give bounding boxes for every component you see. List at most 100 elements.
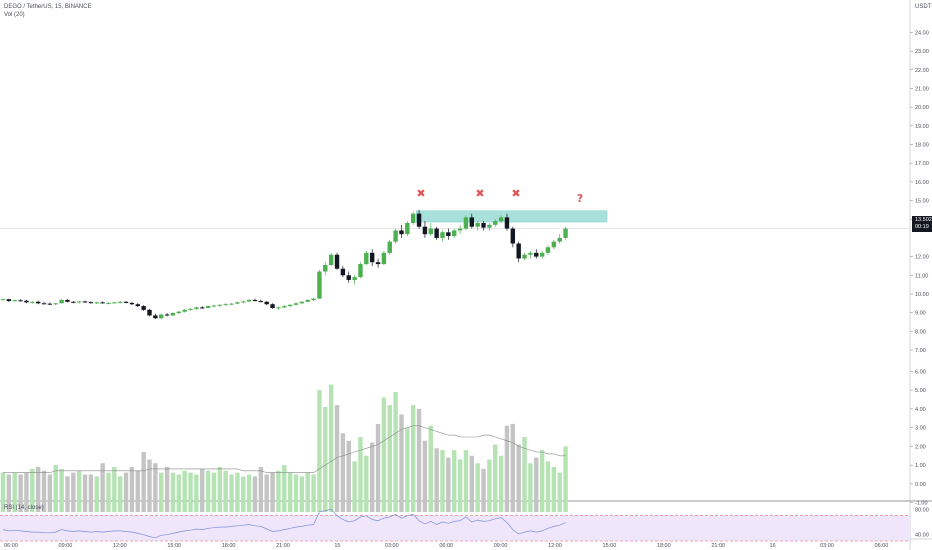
price-tick-label: 8.00 [915,329,926,335]
volume-bar [516,444,521,512]
volume-bar [369,442,375,512]
rejection-mark: ✖ [511,187,520,200]
volume-bar [287,472,293,512]
volume-bar [30,468,35,512]
candle-body [100,302,105,304]
rsi-band [0,515,910,541]
volume-bar [252,476,258,512]
candle-body [6,299,12,302]
volume-bar [59,468,64,512]
candle-body [88,302,94,304]
rsi-tick-label: 40.00 [915,533,929,539]
volume-bar [205,470,211,512]
price-tick-label: 16.00 [915,180,929,186]
volume-bar [534,457,539,512]
rsi-legend: RSI (14, close) [4,505,44,511]
candle-body [411,213,416,223]
candle-body [563,228,568,238]
candle-body [65,299,70,302]
volume-bar [481,468,486,512]
candle-body [235,302,240,304]
candle-body [475,222,480,227]
candle-body [276,307,281,309]
time-tick-label: 18:00 [657,543,671,549]
volume-tick-label: 0.00 [915,482,926,488]
candle-body [317,271,322,299]
volume-bar [340,433,346,512]
volume-bar [147,459,152,512]
candle-body [30,301,35,303]
volume-bar [41,470,47,512]
volume-bar [18,474,23,512]
candle-body [170,313,176,316]
volume-bar [118,476,123,512]
volume-bar [241,476,246,512]
volume-bar [375,423,381,512]
question-mark: ? [577,192,583,205]
volume-bar [276,470,281,512]
price-tick-label: 9.00 [915,311,926,317]
candle-body [557,237,562,242]
candle-body [440,232,445,238]
volume-bar [24,472,29,512]
volume-bar [399,414,404,512]
volume-bar [223,470,228,512]
candle-body [205,306,211,308]
price-tick-label: 19.00 [915,124,929,130]
volume-bar [176,474,181,512]
volume-bar [334,405,340,512]
volume-bar [381,397,387,512]
volume-bar [469,455,474,512]
candle-body [287,304,293,307]
volume-ma-line [3,425,566,473]
candle-body [246,299,252,302]
volume-bar [0,472,6,512]
volume-bar [141,452,146,512]
volume-bar [528,463,533,512]
candle-body [452,230,457,237]
candle-body [24,300,29,303]
time-tick-label: 15:00 [167,543,181,549]
volume-bar [522,437,527,512]
time-tick-label: 18:00 [222,543,236,549]
price-tick-label: 22.00 [915,68,929,74]
candle-body [311,298,316,300]
candle-body [188,308,193,310]
candles [0,209,568,320]
candle-body [516,243,521,259]
volume-tick-label: 3.00 [915,426,926,432]
candle-body [328,254,334,265]
volume-bar [539,450,545,512]
candle-body [217,304,223,306]
currency-label: USDT [915,4,932,10]
candle-body [164,314,170,316]
volume-tick-label: 6.00 [915,369,926,375]
price-tick-label: 24.00 [915,30,929,36]
time-tick-label: 09:00 [59,543,73,549]
volume-bar [282,465,287,512]
volume-bar [264,474,269,512]
candle-body [369,252,375,263]
candle-body [346,275,351,280]
rsi-line [2,508,566,539]
candle-body [457,228,463,231]
volume-bar [452,450,457,512]
volume-bar [135,470,140,512]
candle-body [129,302,135,305]
candle-body [82,301,88,303]
volume-bar [211,472,217,512]
time-tick-label: 09:00 [494,543,508,549]
candle-body [118,301,123,303]
candle-body [200,307,205,309]
price-tick-label: 12.00 [915,255,929,261]
volume-bar [352,461,357,512]
candle-body [405,222,410,235]
time-tick-label: 15:00 [603,543,617,549]
candle-body [258,301,264,303]
volume-bar [164,467,170,512]
time-tick-label: 12:00 [113,543,127,549]
candle-body [498,217,504,222]
volume-bar [159,472,164,512]
candle-body [393,230,398,242]
